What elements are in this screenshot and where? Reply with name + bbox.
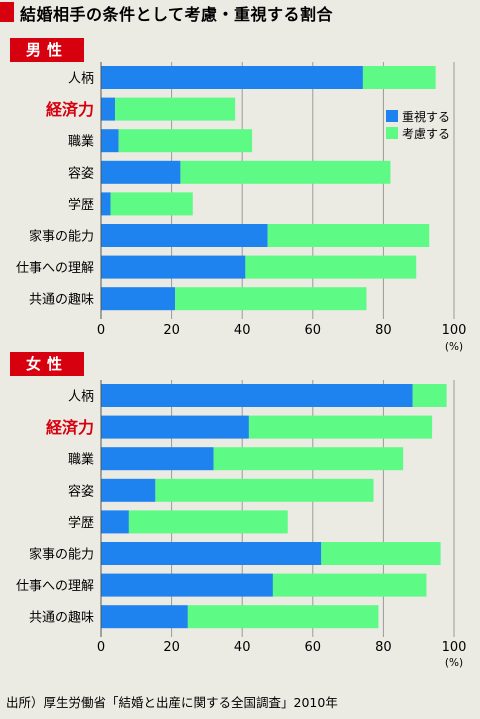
category-label: 経済力	[46, 100, 94, 119]
unit-label: (%)	[445, 341, 463, 353]
category-label: 人柄	[68, 390, 94, 405]
title-bar: 結婚相手の条件として考慮・重視する割合	[0, 0, 480, 24]
x-tick-label: 0	[97, 640, 105, 655]
x-tick-label: 40	[234, 323, 251, 338]
bar-kouryo	[128, 510, 288, 534]
legend-swatch-kouryo	[386, 127, 398, 139]
bar-kouryo	[187, 605, 379, 629]
bar-juushi	[101, 510, 129, 534]
bar-kouryo	[175, 287, 367, 311]
bar-juushi	[101, 415, 249, 439]
bar-kouryo	[180, 160, 391, 184]
category-label: 仕事への理解	[16, 261, 94, 276]
x-tick-label: 100	[442, 640, 467, 655]
bar-kouryo	[412, 384, 447, 407]
category-label: 職業	[68, 134, 94, 150]
panel-label-male: 男性	[10, 38, 84, 62]
category-label: 共通の趣味	[29, 293, 94, 308]
x-tick-label: 40	[234, 640, 251, 655]
bar-juushi	[101, 478, 156, 502]
bar-juushi	[101, 605, 188, 629]
bar-juushi	[101, 224, 268, 247]
title-marker	[0, 2, 14, 22]
source-note: 出所）厚生労働省「結婚と出産に関する全国調査」2010年	[6, 695, 338, 710]
x-tick-label: 0	[97, 323, 105, 338]
bar-kouryo	[248, 415, 433, 439]
x-tick-label: 60	[305, 640, 322, 655]
bar-juushi	[101, 97, 116, 121]
x-tick-label: 100	[442, 323, 467, 338]
x-tick-label: 20	[163, 640, 180, 655]
x-tick-label: 20	[163, 323, 180, 338]
category-label: 容姿	[68, 483, 94, 499]
category-label: 家事の能力	[29, 229, 94, 245]
bar-juushi	[101, 255, 246, 279]
bar-juushi	[101, 542, 322, 565]
panel-label-female: 女性	[10, 352, 84, 376]
bar-juushi	[101, 384, 413, 407]
bar-kouryo	[155, 478, 374, 502]
x-tick-label: 60	[305, 323, 322, 338]
bar-kouryo	[362, 66, 436, 89]
bar-juushi	[101, 160, 181, 184]
bar-kouryo	[245, 255, 417, 279]
bar-juushi	[101, 573, 273, 597]
category-label: 人柄	[68, 72, 94, 87]
legend-swatch-juushi	[386, 110, 398, 122]
bar-juushi	[101, 447, 214, 471]
category-label: 共通の趣味	[29, 611, 94, 626]
x-tick-label: 80	[375, 640, 392, 655]
bar-kouryo	[272, 573, 427, 597]
category-label: 学歴	[68, 515, 94, 531]
category-label: 仕事への理解	[16, 579, 94, 594]
legend-label: 考慮する	[402, 127, 450, 141]
bar-kouryo	[118, 129, 253, 153]
chart-title: 結婚相手の条件として考慮・重視する割合	[20, 5, 334, 24]
category-label: 職業	[68, 452, 94, 468]
bar-juushi	[101, 129, 119, 153]
category-label: 経済力	[46, 418, 94, 437]
unit-label: (%)	[445, 657, 463, 669]
x-tick-label: 80	[375, 323, 392, 338]
category-label: 家事の能力	[29, 547, 94, 563]
category-label: 容姿	[68, 165, 94, 181]
bar-juushi	[101, 192, 111, 216]
bar-kouryo	[267, 224, 430, 247]
bar-kouryo	[321, 542, 441, 565]
bar-juushi	[101, 66, 363, 89]
legend-label: 重視する	[402, 109, 450, 124]
bar-kouryo	[213, 447, 404, 471]
bar-kouryo	[110, 192, 193, 216]
bar-juushi	[101, 287, 176, 311]
bar-kouryo	[115, 97, 236, 121]
category-label: 学歴	[68, 197, 94, 213]
